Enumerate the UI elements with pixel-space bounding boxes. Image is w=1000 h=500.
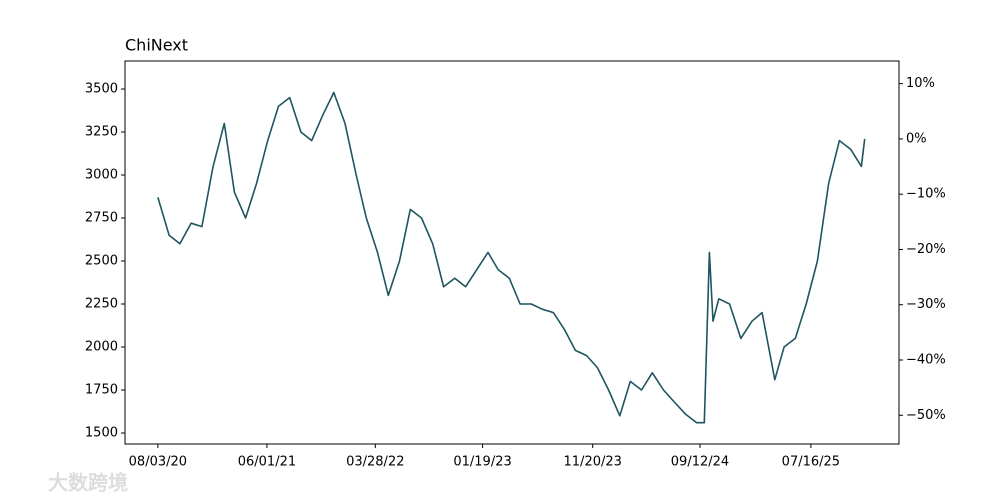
watermark: 大数跨境 <box>48 471 128 495</box>
y2-tick-label: 10% <box>906 76 935 91</box>
x-tick-label: 01/19/23 <box>453 455 511 470</box>
y-tick-label: 3250 <box>85 125 118 140</box>
x-tick-label: 03/28/22 <box>346 455 404 470</box>
y2-tick-label: −30% <box>906 297 946 312</box>
x-tick-label: 06/01/21 <box>238 455 296 470</box>
x-tick-label: 11/20/23 <box>564 455 622 470</box>
y2-tick-label: −40% <box>906 352 946 367</box>
y-tick-label: 3500 <box>85 82 118 97</box>
y-tick-label: 3000 <box>85 168 118 183</box>
chart-title: ChiNext <box>125 36 188 55</box>
y-tick-label: 2250 <box>85 297 118 312</box>
x-tick-label: 07/16/25 <box>782 455 840 470</box>
y2-tick-label: −50% <box>906 408 946 423</box>
y-tick-label: 2750 <box>85 211 118 226</box>
price-line <box>157 91 866 424</box>
y-tick-label: 1750 <box>85 382 118 397</box>
plot-frame <box>124 60 900 445</box>
x-tick-label: 09/12/24 <box>671 455 729 470</box>
y2-tick-label: −10% <box>906 187 946 202</box>
y2-tick-label: −20% <box>906 242 946 257</box>
y-tick-label: 2000 <box>85 340 118 355</box>
y-tick-label: 1500 <box>85 425 118 440</box>
y-tick-label: 2500 <box>85 254 118 269</box>
x-tick-label: 08/03/20 <box>129 455 187 470</box>
y2-tick-label: 0% <box>906 131 927 146</box>
